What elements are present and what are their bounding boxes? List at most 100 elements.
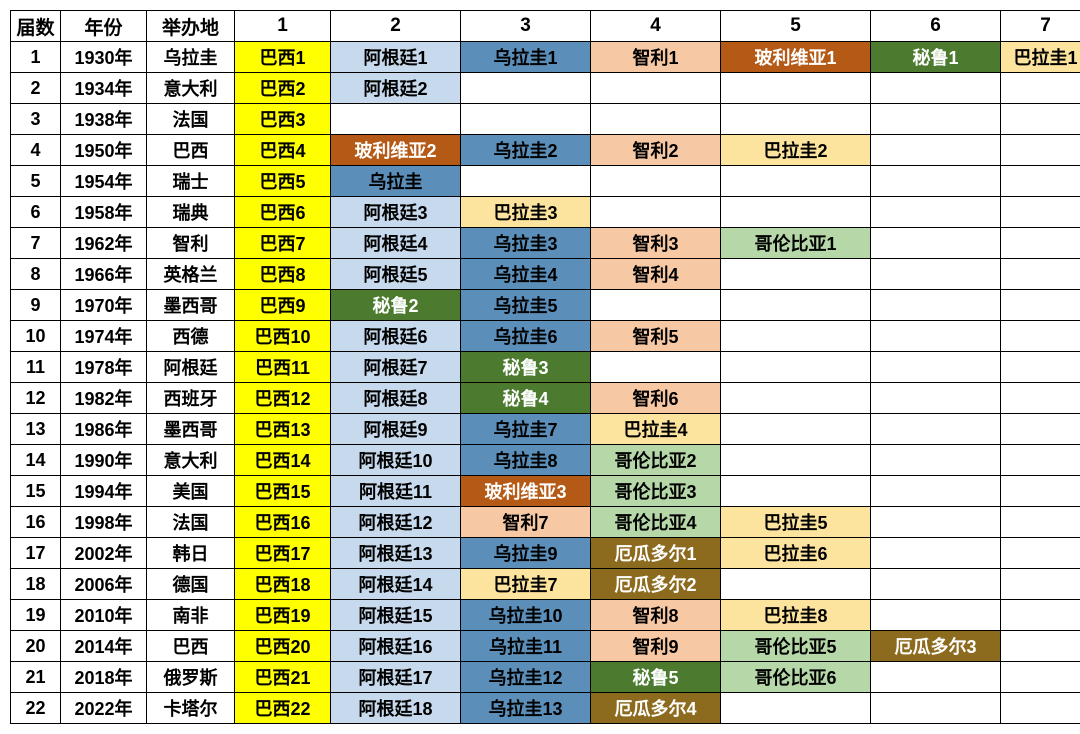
host-cell: 英格兰 xyxy=(147,259,235,290)
year-cell: 1998年 xyxy=(61,507,147,538)
team-cell xyxy=(721,197,871,228)
year-cell: 2010年 xyxy=(61,600,147,631)
table-row: 51954年瑞士巴西5乌拉圭 xyxy=(11,166,1080,197)
team-cell: 玻利维亚1 xyxy=(721,42,871,73)
team-cell xyxy=(1001,693,1080,724)
table-row: 161998年法国巴西16阿根廷12智利7哥伦比亚4巴拉圭5 xyxy=(11,507,1080,538)
host-cell: 瑞典 xyxy=(147,197,235,228)
host-cell: 南非 xyxy=(147,600,235,631)
table-row: 21934年意大利巴西2阿根廷2 xyxy=(11,73,1080,104)
team-cell xyxy=(871,290,1001,321)
edition-cell: 10 xyxy=(11,321,61,352)
team-cell xyxy=(871,476,1001,507)
team-cell xyxy=(1001,228,1080,259)
edition-cell: 8 xyxy=(11,259,61,290)
team-cell xyxy=(721,290,871,321)
host-cell: 德国 xyxy=(147,569,235,600)
team-cell: 阿根廷15 xyxy=(331,600,461,631)
team-cell: 乌拉圭10 xyxy=(461,600,591,631)
edition-cell: 19 xyxy=(11,600,61,631)
team-cell: 乌拉圭4 xyxy=(461,259,591,290)
team-cell: 乌拉圭13 xyxy=(461,693,591,724)
table-row: 31938年法国巴西3 xyxy=(11,104,1080,135)
team-cell: 厄瓜多尔1 xyxy=(591,538,721,569)
table-row: 61958年瑞典巴西6阿根廷3巴拉圭3 xyxy=(11,197,1080,228)
host-cell: 西德 xyxy=(147,321,235,352)
host-cell: 瑞士 xyxy=(147,166,235,197)
table-head: 届数年份举办地1234567 xyxy=(11,11,1080,42)
qualification-table: 届数年份举办地1234567 11930年乌拉圭巴西1阿根廷1乌拉圭1智利1玻利… xyxy=(10,10,1080,724)
team-cell: 巴拉圭8 xyxy=(721,600,871,631)
team-cell xyxy=(871,104,1001,135)
team-cell xyxy=(721,73,871,104)
header-cell: 1 xyxy=(235,11,331,42)
team-cell xyxy=(1001,259,1080,290)
team-cell: 巴西17 xyxy=(235,538,331,569)
edition-cell: 21 xyxy=(11,662,61,693)
team-cell: 乌拉圭9 xyxy=(461,538,591,569)
team-cell xyxy=(331,104,461,135)
team-cell: 玻利维亚3 xyxy=(461,476,591,507)
table-row: 151994年美国巴西15阿根廷11玻利维亚3哥伦比亚3 xyxy=(11,476,1080,507)
host-cell: 法国 xyxy=(147,507,235,538)
header-row: 届数年份举办地1234567 xyxy=(11,11,1080,42)
team-cell xyxy=(1001,321,1080,352)
team-cell xyxy=(871,197,1001,228)
team-cell: 厄瓜多尔2 xyxy=(591,569,721,600)
edition-cell: 17 xyxy=(11,538,61,569)
team-cell xyxy=(871,135,1001,166)
team-cell xyxy=(721,166,871,197)
year-cell: 2022年 xyxy=(61,693,147,724)
team-cell: 哥伦比亚6 xyxy=(721,662,871,693)
team-cell: 智利8 xyxy=(591,600,721,631)
year-cell: 1962年 xyxy=(61,228,147,259)
host-cell: 巴西 xyxy=(147,135,235,166)
table-row: 222022年卡塔尔巴西22阿根廷18乌拉圭13厄瓜多尔4 xyxy=(11,693,1080,724)
team-cell xyxy=(871,600,1001,631)
team-cell xyxy=(1001,104,1080,135)
team-cell xyxy=(461,104,591,135)
team-cell: 阿根廷4 xyxy=(331,228,461,259)
team-cell: 智利9 xyxy=(591,631,721,662)
year-cell: 1990年 xyxy=(61,445,147,476)
team-cell: 阿根廷7 xyxy=(331,352,461,383)
team-cell xyxy=(871,321,1001,352)
header-cell: 6 xyxy=(871,11,1001,42)
team-cell xyxy=(1001,631,1080,662)
team-cell xyxy=(871,693,1001,724)
edition-cell: 18 xyxy=(11,569,61,600)
team-cell xyxy=(591,73,721,104)
team-cell xyxy=(1001,662,1080,693)
team-cell: 乌拉圭11 xyxy=(461,631,591,662)
team-cell: 厄瓜多尔4 xyxy=(591,693,721,724)
host-cell: 墨西哥 xyxy=(147,290,235,321)
team-cell xyxy=(1001,290,1080,321)
year-cell: 1986年 xyxy=(61,414,147,445)
team-cell xyxy=(871,662,1001,693)
team-cell: 阿根廷1 xyxy=(331,42,461,73)
edition-cell: 5 xyxy=(11,166,61,197)
table-row: 192010年南非巴西19阿根廷15乌拉圭10智利8巴拉圭8 xyxy=(11,600,1080,631)
year-cell: 1970年 xyxy=(61,290,147,321)
year-cell: 1930年 xyxy=(61,42,147,73)
team-cell: 阿根廷8 xyxy=(331,383,461,414)
table-row: 11930年乌拉圭巴西1阿根廷1乌拉圭1智利1玻利维亚1秘鲁1巴拉圭1 xyxy=(11,42,1080,73)
team-cell: 巴拉圭2 xyxy=(721,135,871,166)
edition-cell: 9 xyxy=(11,290,61,321)
table-row: 91970年墨西哥巴西9秘鲁2乌拉圭5 xyxy=(11,290,1080,321)
team-cell: 智利5 xyxy=(591,321,721,352)
team-cell xyxy=(1001,600,1080,631)
table-row: 202014年巴西巴西20阿根廷16乌拉圭11智利9哥伦比亚5厄瓜多尔3 xyxy=(11,631,1080,662)
team-cell xyxy=(871,538,1001,569)
host-cell: 俄罗斯 xyxy=(147,662,235,693)
team-cell: 乌拉圭6 xyxy=(461,321,591,352)
header-cell: 举办地 xyxy=(147,11,235,42)
year-cell: 2006年 xyxy=(61,569,147,600)
team-cell: 乌拉圭8 xyxy=(461,445,591,476)
edition-cell: 6 xyxy=(11,197,61,228)
team-cell xyxy=(871,73,1001,104)
edition-cell: 1 xyxy=(11,42,61,73)
year-cell: 1974年 xyxy=(61,321,147,352)
host-cell: 法国 xyxy=(147,104,235,135)
table-row: 131986年墨西哥巴西13阿根廷9乌拉圭7巴拉圭4 xyxy=(11,414,1080,445)
